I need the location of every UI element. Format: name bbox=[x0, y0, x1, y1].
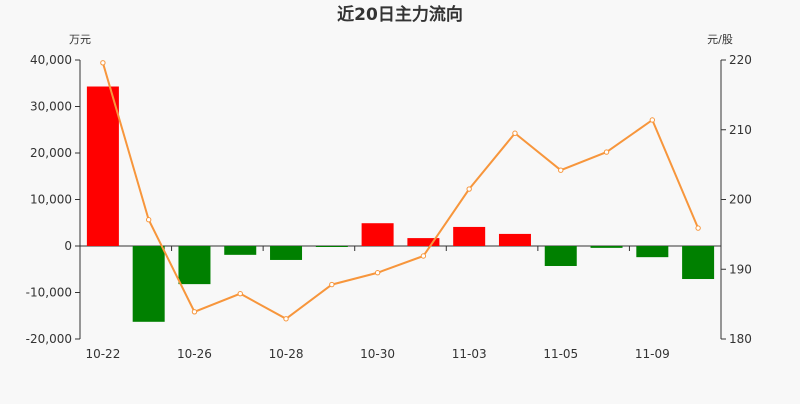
right-tick-label: 190 bbox=[729, 262, 752, 276]
flow-bar bbox=[636, 246, 669, 258]
x-tick-label: 11-09 bbox=[635, 347, 670, 361]
left-axis-unit: 万元 bbox=[69, 33, 91, 46]
price-point bbox=[329, 281, 335, 288]
flow-bar bbox=[453, 226, 486, 246]
left-tick-label: 10,000 bbox=[30, 193, 72, 207]
left-tick-label: 40,000 bbox=[30, 53, 72, 67]
right-tick-label: 220 bbox=[729, 53, 752, 67]
left-tick-label: -20,000 bbox=[26, 332, 72, 346]
price-point bbox=[237, 290, 243, 297]
flow-bar bbox=[682, 246, 715, 280]
right-tick-label: 180 bbox=[729, 332, 752, 346]
price-point bbox=[145, 217, 152, 223]
x-tick-label: 10-30 bbox=[360, 347, 395, 361]
flow-bar bbox=[224, 246, 257, 255]
flow-bar bbox=[361, 223, 394, 246]
x-tick-label: 11-05 bbox=[543, 347, 578, 361]
right-tick-label: 200 bbox=[729, 193, 752, 207]
chart-title: 近20日主力流向 bbox=[337, 4, 463, 25]
flow-bar bbox=[270, 246, 303, 260]
right-axis-unit: 元/股 bbox=[707, 33, 733, 46]
price-point bbox=[649, 117, 656, 123]
flow-bar bbox=[315, 246, 348, 247]
x-tick-label: 10-26 bbox=[177, 347, 212, 361]
x-tick-label: 11-03 bbox=[452, 347, 487, 361]
flow-bar bbox=[407, 238, 440, 246]
flow-bar bbox=[178, 246, 211, 285]
price-point bbox=[283, 316, 289, 322]
price-point bbox=[374, 270, 381, 276]
flow-bar bbox=[132, 246, 165, 322]
left-tick-label: 0 bbox=[64, 239, 72, 253]
flow-bar bbox=[590, 246, 623, 248]
left-tick-label: -10,000 bbox=[26, 286, 72, 300]
price-point bbox=[420, 253, 427, 259]
price-point bbox=[695, 225, 701, 231]
left-tick-label: 20,000 bbox=[30, 146, 72, 160]
price-line bbox=[101, 62, 700, 320]
price-point bbox=[512, 130, 518, 136]
price-point bbox=[100, 60, 106, 66]
right-tick-label: 210 bbox=[729, 123, 752, 137]
price-point bbox=[466, 186, 472, 192]
flow-bar bbox=[86, 86, 119, 246]
x-tick-label: 10-22 bbox=[85, 347, 120, 361]
price-point bbox=[191, 309, 198, 315]
flow-bar bbox=[544, 246, 577, 266]
price-point bbox=[558, 167, 564, 173]
price-point bbox=[603, 149, 610, 155]
flow-bar bbox=[498, 233, 531, 246]
x-tick-label: 10-28 bbox=[269, 347, 304, 361]
left-tick-label: 30,000 bbox=[30, 100, 72, 114]
